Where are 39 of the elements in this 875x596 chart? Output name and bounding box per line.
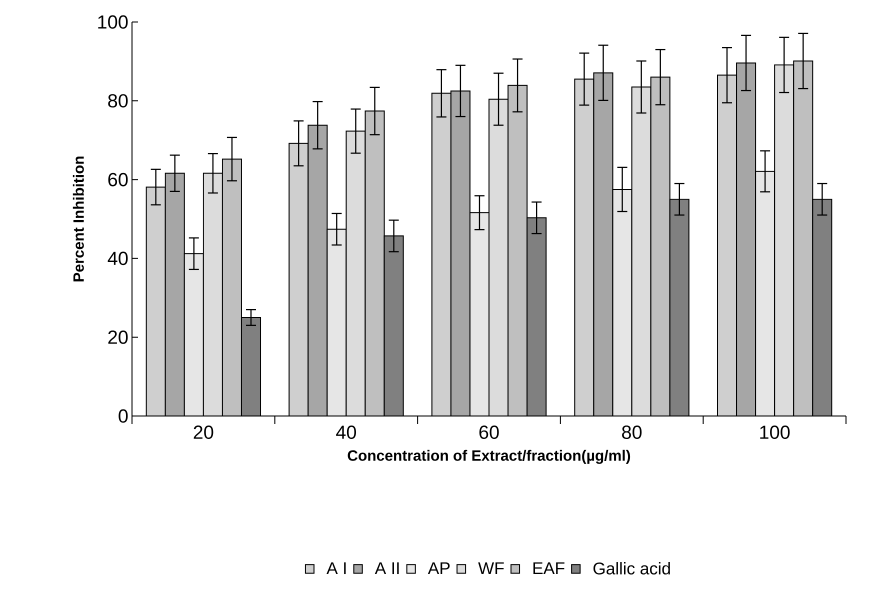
y-tick-label: 100 <box>98 15 128 29</box>
y-tick-label: 60 <box>108 172 128 186</box>
y-tick-label: 80 <box>108 94 128 108</box>
bar <box>594 72 613 416</box>
bar <box>365 111 384 416</box>
bar <box>508 85 528 416</box>
bar <box>146 187 166 416</box>
legend-label: EAF <box>533 562 564 574</box>
x-tick-label: 100 <box>760 426 790 439</box>
y-axis-title: Percent Inhibition <box>72 156 84 282</box>
bar <box>716 74 738 416</box>
y-tick-label: 40 <box>108 252 128 266</box>
x-tick-label: 80 <box>622 426 642 439</box>
legend-label: WF <box>478 562 504 574</box>
bar <box>574 79 594 416</box>
bar <box>432 93 451 416</box>
bar <box>241 317 261 416</box>
legend-label: AP <box>428 562 450 574</box>
bar <box>222 159 242 416</box>
bar <box>165 173 184 416</box>
bar <box>793 60 814 416</box>
bar <box>527 218 546 416</box>
legend-label: A I <box>326 562 346 574</box>
bar <box>289 143 308 416</box>
bar <box>812 198 832 416</box>
bar <box>650 77 670 416</box>
legend-label: A II <box>374 562 399 574</box>
x-axis-title: Concentration of Extract/fraction(µg/ml) <box>348 450 630 464</box>
x-tick-label: 40 <box>336 426 356 439</box>
bar <box>450 90 470 416</box>
bar <box>670 199 689 416</box>
y-tick-label: 0 <box>118 409 128 423</box>
bar <box>384 236 404 416</box>
bar <box>736 62 756 416</box>
x-tick-label: 60 <box>479 426 499 439</box>
y-tick-label: 20 <box>108 330 128 344</box>
legend-label: Gallic acid <box>593 562 670 575</box>
bar <box>308 125 328 416</box>
x-tick-label: 20 <box>194 426 214 439</box>
